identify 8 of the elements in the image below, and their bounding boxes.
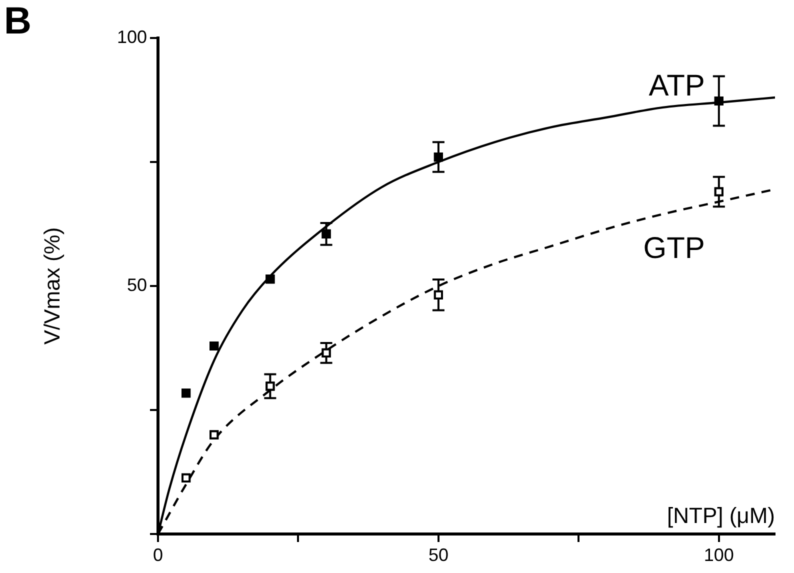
y-axis-title: V/Vmax (%) bbox=[39, 227, 64, 345]
x-tick-label: 50 bbox=[428, 544, 448, 565]
x-tick-label: 100 bbox=[704, 544, 734, 565]
x-axis-title: [NTP] (μM) bbox=[667, 503, 775, 528]
series-label: ATP bbox=[648, 69, 705, 102]
x-tick-label: 0 bbox=[152, 544, 164, 565]
text: B bbox=[4, 0, 32, 42]
series-label: GTP bbox=[643, 232, 705, 266]
